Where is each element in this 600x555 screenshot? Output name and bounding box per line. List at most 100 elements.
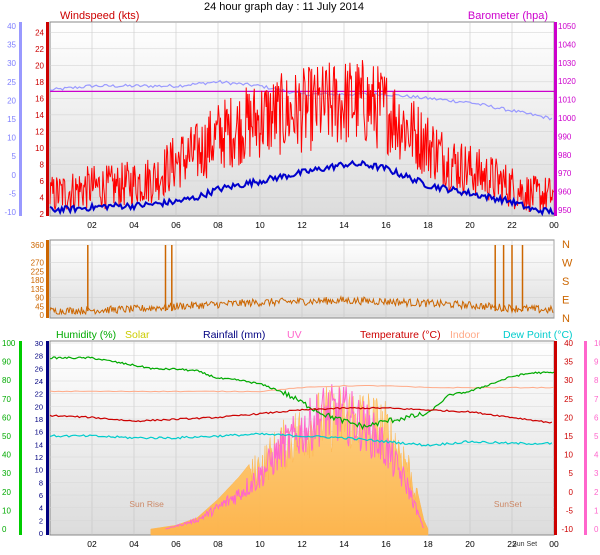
panel1-x-tick-label: 06 [171, 220, 181, 230]
panel1-right-tick-label: 1000 [558, 114, 576, 123]
panel1-left-tick-label: 6 [40, 177, 45, 186]
panel3-x-tick-label: 04 [129, 539, 139, 549]
panel1-right-tick-label: 1030 [558, 59, 576, 68]
panel3-humidity-tick-label: 90 [2, 358, 11, 367]
panel3-humidity-tick-label: 60 [2, 413, 11, 422]
panel1-right-tick-label: 980 [558, 151, 572, 160]
panel3-uv-tick-label: 7 [594, 395, 599, 404]
panel3-temp-tick-label: 35 [564, 358, 573, 367]
panel2-left-tick-label-minor: 135 [31, 285, 45, 294]
panel3-rain-tick-label: 20 [35, 402, 43, 411]
panel1-x-tick-label: 04 [129, 220, 139, 230]
panel3-uv-tick-label: 9 [594, 358, 599, 367]
panel3-humidity-tick-label: 50 [2, 432, 11, 441]
panel3-uv-tick-label: 6 [594, 413, 599, 422]
panel1-left-tick-label: 8 [40, 160, 45, 169]
panel3-rain-tick-label: 12 [35, 453, 43, 462]
panel3-rain-tick-label: 0 [39, 529, 43, 538]
panel1-outer-tick-label: 5 [12, 152, 17, 161]
panel3-rain-tick-label: 24 [35, 377, 43, 386]
panel1-outer-tick-label: 0 [12, 171, 17, 180]
panel3-rain-tick-label: 16 [35, 428, 43, 437]
panel1-x-tick-label: 22 [507, 220, 517, 230]
series-humidity-line [49, 356, 555, 431]
panel1-outer-tick-label: -10 [4, 208, 16, 217]
panel3-humidity-tick-label: 30 [2, 469, 11, 478]
legend-humidity: Humidity (%) [56, 329, 116, 341]
panel3-rain-tick-label: 4 [39, 504, 43, 513]
series-indoor-line [49, 384, 555, 393]
panel2-left-tick-label: 360 [31, 241, 45, 250]
panel3-humidity-tick-label: 40 [2, 451, 11, 460]
panel3-temp-tick-label: 25 [564, 395, 573, 404]
panel3-uv-tick-label: 3 [594, 469, 599, 478]
panel2-right-direction-label: S [562, 276, 569, 288]
series-uv-line [165, 384, 424, 530]
panel1-right-axis-bar [554, 22, 557, 216]
panel3-x-tick-label: 02 [87, 539, 97, 549]
panel1-outer-tick-label: 30 [7, 59, 16, 68]
panel1-outer-tick-label: 20 [7, 96, 16, 105]
annotation-sunset: SunSet [494, 499, 523, 509]
panel1-right-tick-label: 1050 [558, 22, 576, 31]
panel3-rain-tick-label: 10 [35, 466, 43, 475]
panel1-left-tick-label: 12 [35, 127, 44, 136]
legend-rainfall: Rainfall (mm) [203, 329, 265, 341]
panel3-temp-tick-label: 0 [569, 488, 574, 497]
panel3-rain-tick-label: 14 [35, 440, 43, 449]
panel1-x-tick-label: 20 [465, 220, 475, 230]
panel3-x-tick-label: 18 [423, 539, 433, 549]
panel3-rain-tick-label: 28 [35, 352, 43, 361]
panel1-right-tick-label: 960 [558, 188, 572, 197]
panel1-right-tick-label: 1010 [558, 96, 576, 105]
panel1-outer-tick-label: -5 [9, 189, 17, 198]
legend-uv: UV [287, 329, 302, 341]
panel1-right-tick-label: 1020 [558, 77, 576, 86]
panel2-right-direction-label: N [562, 313, 570, 325]
panel3-temp-tick-label: 40 [564, 339, 573, 348]
series-windspeed-line [49, 60, 554, 212]
panel3-humidity-tick-label: 100 [2, 339, 16, 348]
panel1-outer-tick-label: 35 [7, 41, 16, 50]
panel3-temp-tick-label: -10 [561, 525, 573, 534]
panel1-right-tick-label: 1040 [558, 40, 576, 49]
panel3-x-tick-label: 00 [549, 539, 559, 549]
panel3-humidity-tick-label: 10 [2, 506, 11, 515]
panel3-temp-tick-label: -5 [566, 506, 574, 515]
panel1-x-tick-label: 08 [213, 220, 223, 230]
page-title: 24 hour graph day : 11 July 2014 [204, 1, 364, 13]
panel1-x-tick-label: 02 [87, 220, 97, 230]
panel1-left-axis-bar [46, 22, 49, 216]
panel3-x-tick-label: 10 [255, 539, 265, 549]
panel3-x-tick-label: 16 [381, 539, 391, 549]
panel3-temp-axis-bar [554, 341, 557, 535]
panel1-left-tick-label: 4 [40, 193, 45, 202]
panel1-left-tick-label: 24 [35, 28, 44, 37]
panel2-left-tick-label-minor: 45 [35, 302, 44, 311]
panel1-right-tick-label: 970 [558, 169, 572, 178]
panel2-left-tick-label: 270 [31, 259, 45, 268]
series-wind-direction-line [49, 295, 554, 316]
panel2-left-axis-bar [46, 240, 49, 318]
panel3-temp-tick-label: 30 [564, 376, 573, 385]
panel3-rain-tick-label: 26 [35, 364, 43, 373]
panel1-left-tick-label: 18 [35, 78, 44, 87]
panel1-x-tick-label: 12 [297, 220, 307, 230]
panel1-x-tick-label: 18 [423, 220, 433, 230]
panel3-rain-axis-bar [46, 341, 49, 535]
panel1-left-tick-label: 2 [40, 210, 45, 219]
panel3-humidity-tick-label: 20 [2, 488, 11, 497]
panel1-left-tick-label: 20 [35, 61, 44, 70]
panel1-outer-tick-label: 25 [7, 78, 16, 87]
panel1-left-tick-label: 22 [35, 45, 44, 54]
panel3-temp-tick-label: 10 [564, 451, 573, 460]
panel3-rain-tick-label: 6 [39, 491, 43, 500]
panel3-uv-tick-label: 1 [594, 506, 599, 515]
panel1-left-tick-label: 14 [35, 111, 44, 120]
panel1-right-tick-label: 950 [558, 206, 572, 215]
panel1-left-tick-label: 16 [35, 94, 44, 103]
panel3-temp-tick-label: 5 [569, 469, 574, 478]
panel3-rain-tick-label: 30 [35, 339, 43, 348]
panel3-uv-tick-label: 5 [594, 432, 599, 441]
